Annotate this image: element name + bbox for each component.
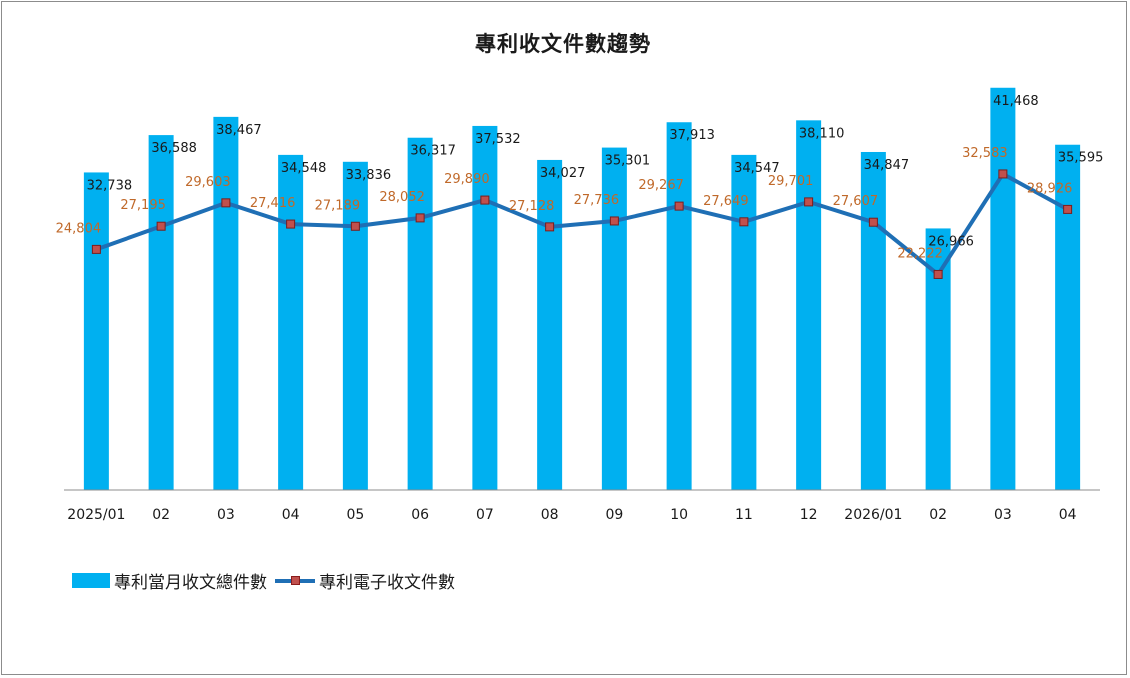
bar-9: [666, 122, 692, 490]
bar-label-0: 32,738: [87, 178, 133, 193]
x-tick-label-13: 02: [929, 507, 947, 523]
bar-label-1: 36,588: [151, 141, 197, 156]
chart-title: 專利收文件數趨勢: [475, 32, 651, 56]
legend-item-bar: 專利當月收文總件數: [72, 568, 267, 593]
bar-label-8: 35,301: [605, 154, 651, 169]
legend-bar-swatch: [72, 573, 110, 588]
line-label-8: 27,736: [574, 193, 620, 208]
line-label-2: 29,603: [185, 175, 231, 190]
line-point-5: [415, 213, 425, 223]
line-point-3: [286, 219, 296, 229]
x-tick-label-1: 02: [152, 507, 170, 523]
bar-label-7: 34,027: [540, 166, 586, 181]
line-label-7: 27,128: [509, 199, 555, 214]
x-tick-label-0: 2025/01: [67, 507, 125, 523]
x-tick-label-4: 05: [346, 507, 364, 523]
line-point-10: [739, 217, 749, 227]
x-tick-label-12: 2026/01: [844, 507, 902, 523]
bar-label-15: 35,595: [1058, 151, 1104, 166]
x-tick-label-3: 04: [282, 507, 300, 523]
line-point-12: [868, 217, 878, 227]
line-point-14: [998, 169, 1008, 179]
x-tick-label-10: 11: [735, 507, 753, 523]
labels-layer: 24,804 27,195 29,603 27,416 27,189 28,052 29,8…: [56, 94, 1104, 262]
line-label-0: 24,804: [56, 221, 102, 236]
bar-6: [472, 125, 498, 490]
line-point-9: [674, 201, 684, 211]
bar-14: [990, 87, 1016, 490]
x-tick-label-9: 10: [670, 507, 688, 523]
bar-7: [537, 159, 563, 490]
line-label-5: 28,052: [379, 190, 425, 205]
bar-10: [731, 154, 757, 490]
x-tick-label-14: 03: [994, 507, 1012, 523]
line-label-15: 28,926: [1027, 181, 1073, 196]
bar-1: [148, 135, 174, 490]
line-point-4: [350, 221, 360, 231]
bar-3: [278, 154, 304, 490]
line-point-0: [91, 244, 101, 254]
legend-bar-label: 專利當月收文總件數: [114, 573, 267, 593]
line-label-3: 27,416: [250, 196, 296, 211]
bar-0: [83, 172, 109, 490]
line-label-6: 29,890: [444, 172, 490, 187]
line-point-6: [480, 195, 490, 205]
legend: 專利當月收文總件數 專利電子收文件數: [72, 568, 463, 593]
x-tick-label-8: 09: [605, 507, 623, 523]
bar-15: [1055, 144, 1081, 490]
x-tick-label-6: 07: [476, 507, 494, 523]
bars-layer: [83, 87, 1081, 490]
line-label-10: 27,649: [703, 194, 749, 209]
line-point-2: [221, 198, 231, 208]
bar-label-9: 37,913: [669, 128, 715, 143]
line-point-8: [609, 216, 619, 226]
line-label-4: 27,189: [315, 198, 361, 213]
line-label-11: 29,701: [768, 174, 814, 189]
x-tick-label-11: 12: [800, 507, 818, 523]
bar-12: [860, 151, 886, 490]
bar-label-6: 37,532: [475, 132, 521, 147]
bar-5: [407, 137, 433, 490]
line-label-12: 27,607: [833, 194, 879, 209]
line-label-9: 29,267: [638, 178, 684, 193]
bar-label-4: 33,836: [346, 168, 392, 183]
bar-label-12: 34,847: [864, 158, 910, 173]
bar-label-14: 41,468: [993, 94, 1039, 109]
x-tick-label-2: 03: [217, 507, 235, 523]
bar-label-10: 34,547: [734, 161, 780, 176]
bar-label-5: 36,317: [410, 144, 456, 159]
x-tick-label-7: 08: [541, 507, 559, 523]
bar-label-13: 26,966: [928, 234, 974, 249]
line-layer: [91, 169, 1073, 279]
line-point-15: [1063, 204, 1073, 214]
legend-item-line: 專利電子收文件數: [275, 568, 455, 593]
line-label-14: 32,583: [962, 146, 1008, 161]
bar-label-3: 34,548: [281, 161, 327, 176]
line-point-1: [156, 221, 166, 231]
line-point-13: [933, 269, 943, 279]
bar-label-11: 38,110: [799, 126, 845, 141]
bar-label-2: 38,467: [216, 123, 262, 138]
bar-2: [213, 116, 239, 490]
bar-11: [796, 120, 822, 490]
bar-8: [601, 147, 627, 490]
line-label-13: 22,222: [897, 246, 943, 261]
line-point-7: [545, 222, 555, 232]
x-tick-label-15: 04: [1059, 507, 1077, 523]
legend-line-swatch: [275, 573, 315, 588]
line-series-path: [94, 171, 1070, 277]
bar-4: [342, 161, 368, 490]
line-point-11: [804, 197, 814, 207]
line-label-1: 27,195: [120, 198, 166, 213]
x-tick-labels: 2025/01 02 03 04 05 06 07 08 09 10 11 12 2026/01 02 03…: [67, 507, 1076, 523]
legend-line-label: 專利電子收文件數: [319, 573, 455, 593]
x-tick-label-5: 06: [411, 507, 429, 523]
